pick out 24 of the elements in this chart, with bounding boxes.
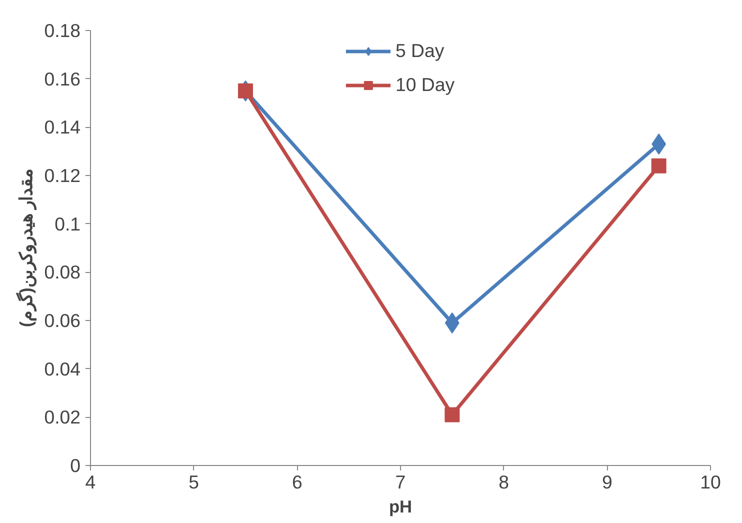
y-tick-label: 0.18 bbox=[44, 20, 80, 41]
x-tick-label: 8 bbox=[498, 472, 510, 492]
y-tick-label: 0.14 bbox=[44, 116, 80, 138]
y-tick-label: 0.08 bbox=[44, 262, 80, 283]
x-tick-label: 5 bbox=[188, 472, 200, 492]
y-tick-label: 0.12 bbox=[44, 165, 80, 186]
x-tick-label: 7 bbox=[395, 472, 406, 492]
y-tick-label: 0.16 bbox=[44, 68, 80, 90]
x-tick-label: 4 bbox=[85, 472, 96, 492]
x-tick-label: 9 bbox=[602, 472, 612, 492]
point bbox=[651, 158, 666, 174]
y-tick-label: 0.1 bbox=[54, 213, 81, 234]
y-tick-label: 0.04 bbox=[44, 358, 80, 380]
legend-label: 5 Day bbox=[395, 40, 444, 62]
y-tick-label: 0.02 bbox=[44, 406, 80, 428]
y-tick-label: 0.06 bbox=[44, 310, 80, 331]
point bbox=[444, 407, 460, 422]
y-axis-title: مقدار هیدروکربن(گرم) bbox=[16, 168, 38, 328]
x-tick-label: 10 bbox=[700, 472, 721, 492]
point bbox=[238, 83, 253, 98]
legend-label: 10 Day bbox=[395, 74, 455, 96]
x-tick-label: 6 bbox=[292, 472, 302, 492]
x-axis-title: pH bbox=[388, 496, 412, 516]
y-tick-label: 0 bbox=[70, 455, 81, 476]
